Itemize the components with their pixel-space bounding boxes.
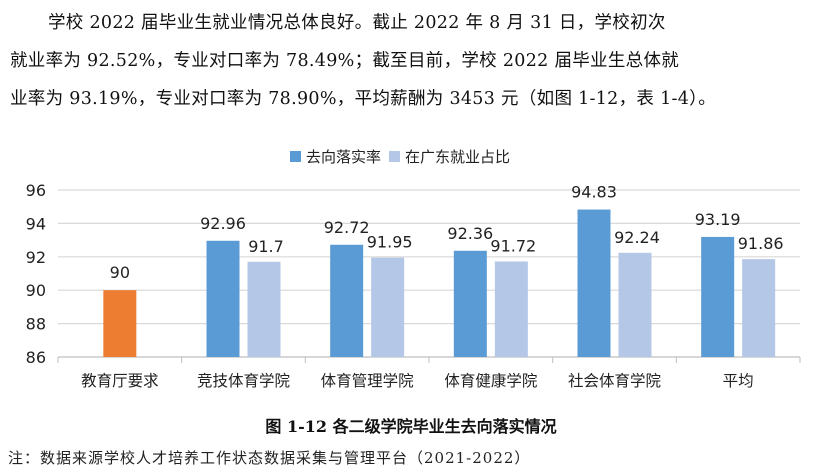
bar-series2: [247, 261, 281, 357]
chart-legend: 去向落实率 在广东就业占比: [290, 146, 518, 167]
legend-item-series2: 在广东就业占比: [389, 146, 510, 167]
legend-swatch-series2: [389, 151, 401, 162]
bar-series1: [701, 236, 735, 357]
bar-value-label: 91.72: [490, 236, 536, 255]
bar-value-label: 91.95: [367, 233, 413, 252]
bar-value-label: 90: [110, 263, 130, 282]
bar-series2: [618, 252, 652, 357]
y-tick-label: 96: [26, 181, 46, 200]
paragraph-line-3: 业率为 93.19%，专业对口率为 78.90%，平均薪酬为 3453 元（如图…: [10, 89, 717, 109]
bar-chart: 去向落实率 在广东就业占比 86 88 90 92 94 96 教育厅要求 90 竞技体育学院 9…: [0, 140, 822, 400]
bar-value-label: 92.24: [614, 228, 660, 247]
y-tick-label: 86: [26, 348, 46, 367]
bar-value-label: 93.19: [695, 210, 741, 229]
paragraph-line-2: 就业率为 92.52%，专业对口率为 78.49%；截至目前，学校 2022 届…: [10, 51, 680, 71]
x-category-label: 体育健康学院: [444, 371, 537, 390]
x-category-label: 竞技体育学院: [197, 371, 290, 390]
bar-series2: [742, 259, 776, 357]
legend-item-series1: 去向落实率: [290, 146, 381, 167]
bar-series1: [453, 250, 487, 357]
x-category-label: 社会体育学院: [568, 371, 661, 390]
legend-swatch-series1: [290, 151, 301, 162]
y-tick-label: 94: [26, 214, 46, 233]
x-category-label: 教育厅要求: [81, 372, 159, 390]
x-category-label: 平均: [723, 372, 754, 390]
y-tick-label: 90: [26, 281, 46, 300]
bar-series1: [330, 244, 364, 357]
y-tick-label: 88: [26, 315, 46, 334]
bar-value-label: 91.7: [248, 237, 284, 256]
bar-requirement: [103, 290, 137, 357]
bar-value-label: 92.36: [447, 224, 493, 243]
x-category-label: 体育管理学院: [321, 371, 414, 390]
y-tick-label: 92: [26, 248, 46, 267]
legend-label-series1: 去向落实率: [306, 148, 382, 166]
figure-caption: 图 1-12 各二级学院毕业生去向落实情况: [265, 417, 557, 436]
bar-value-label: 92.72: [324, 218, 370, 237]
paragraph-line-1: 学校 2022 届毕业生就业情况总体良好。截止 2022 年 8 月 31 日，…: [48, 13, 666, 33]
legend-label-series2: 在广东就业占比: [405, 148, 511, 166]
bar-series2: [371, 257, 405, 357]
bar-series2: [494, 261, 528, 357]
figure-note: 注：数据来源学校人才培养工作状态数据采集与管理平台（2021-2022）: [8, 449, 531, 467]
bar-series1: [206, 240, 240, 357]
bar-value-label: 94.83: [571, 183, 617, 202]
bar-value-label: 92.96: [200, 214, 246, 233]
bar-value-label: 91.86: [738, 234, 784, 253]
bar-series1: [577, 209, 611, 357]
